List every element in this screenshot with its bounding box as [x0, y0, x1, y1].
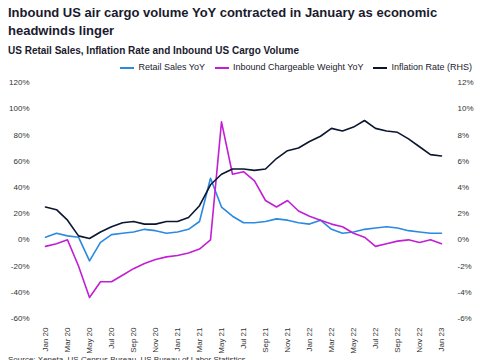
svg-text:20%: 20%	[13, 209, 29, 218]
svg-text:100%: 100%	[9, 104, 29, 113]
html-text:Retail Sales YoY: Retail Sales YoY	[138, 62, 205, 72]
svg-text:Mar 20: Mar 20	[63, 327, 72, 352]
html-text:Inflation Rate (RHS): Inflation Rate (RHS)	[391, 62, 472, 72]
svg-text:-2%: -2%	[458, 262, 472, 271]
svg-text:-60%: -60%	[11, 314, 30, 323]
svg-text:Nov 20: Nov 20	[151, 327, 160, 353]
svg-text:60%: 60%	[13, 157, 29, 166]
svg-text:-40%: -40%	[11, 288, 30, 297]
svg-text:Jan 21: Jan 21	[173, 327, 182, 352]
svg-text:Jul 22: Jul 22	[371, 327, 380, 349]
svg-text:-4%: -4%	[458, 288, 472, 297]
svg-text:Nov 21: Nov 21	[283, 327, 292, 353]
svg-text:-6%: -6%	[458, 314, 472, 323]
svg-text:May 22: May 22	[349, 327, 358, 354]
svg-text:Mar 22: Mar 22	[327, 327, 336, 352]
svg-text:Sep 21: Sep 21	[261, 327, 270, 353]
svg-text:Mar 21: Mar 21	[195, 327, 204, 352]
svg-text:Jul 21: Jul 21	[239, 327, 248, 349]
svg-text:Jan 22: Jan 22	[305, 327, 314, 352]
svg-text:2%: 2%	[458, 209, 470, 218]
html-text:Inbound Chargeable Weight YoY: Inbound Chargeable Weight YoY	[233, 62, 364, 72]
svg-text:12%: 12%	[458, 78, 474, 87]
svg-text:6%: 6%	[458, 157, 470, 166]
svg-text:Jul 20: Jul 20	[107, 327, 116, 349]
svg-text:40%: 40%	[13, 183, 29, 192]
svg-text:Sep 22: Sep 22	[393, 327, 402, 353]
svg-text:May 21: May 21	[217, 327, 226, 354]
svg-text:Jan 20: Jan 20	[41, 327, 50, 352]
svg-text:-20%: -20%	[11, 262, 30, 271]
svg-text:8%: 8%	[458, 131, 470, 140]
html-text:US Retail Sales, Inflation Rat: US Retail Sales, Inflation Rate and Inbo…	[8, 45, 299, 56]
html-text:Inbound US air cargo volume Yo: Inbound US air cargo volume YoY contract…	[8, 5, 438, 38]
svg-text:0%: 0%	[18, 235, 30, 244]
svg-text:0%: 0%	[458, 235, 470, 244]
svg-text:4%: 4%	[458, 183, 470, 192]
svg-text:10%: 10%	[458, 104, 474, 113]
svg-text:Nov 22: Nov 22	[415, 327, 424, 353]
svg-text:Jan 23: Jan 23	[437, 327, 446, 352]
svg-text:Sep 20: Sep 20	[129, 327, 138, 353]
svg-text:120%: 120%	[9, 78, 29, 87]
svg-text:80%: 80%	[13, 131, 29, 140]
svg-text:May 20: May 20	[85, 327, 94, 354]
